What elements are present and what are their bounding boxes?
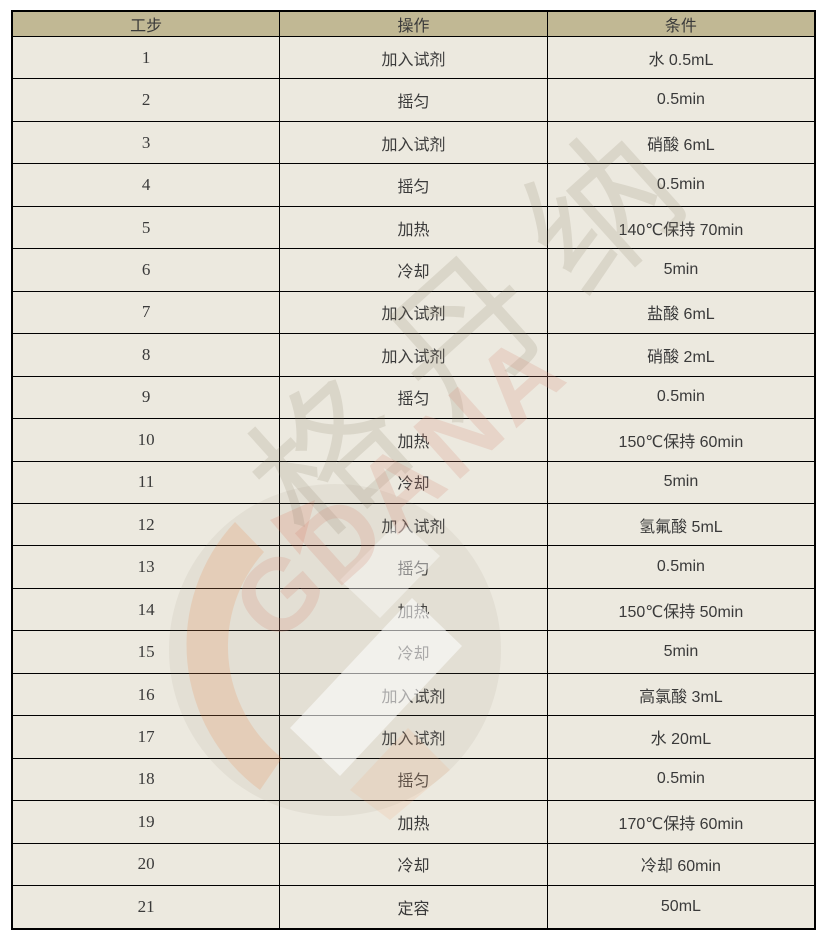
operation-cell: 加热	[279, 205, 548, 250]
condition-cell: 170℃保持 60min	[546, 800, 816, 844]
header-condition: 条件	[546, 10, 816, 37]
step-cell: 1	[11, 35, 281, 80]
condition-cell: 140℃保持 70min	[546, 205, 816, 250]
table-row: 18 摇匀 0.5min	[11, 757, 816, 802]
condition-cell: 150℃保持 60min	[546, 418, 816, 462]
step-cell: 2	[11, 78, 281, 122]
operation-cell: 加热	[279, 800, 548, 844]
operation-cell: 加入试剂	[279, 35, 548, 80]
header-row: 工步 操作 条件	[11, 10, 816, 37]
step-cell: 8	[11, 333, 281, 377]
step-cell: 17	[11, 715, 281, 759]
step-cell: 10	[11, 418, 281, 462]
table-row: 13 摇匀 0.5min	[11, 545, 816, 589]
table-row: 7 加入试剂 盐酸 6mL	[11, 290, 816, 335]
table-row: 17 加入试剂水 20mL	[11, 715, 816, 759]
table-row: 9 摇匀 0.5min	[11, 375, 816, 420]
operation-cell: 加热	[279, 418, 548, 462]
table-row: 3 加入试剂 硝酸 6mL	[11, 120, 816, 165]
step-cell: 5	[11, 205, 281, 250]
table-row: 19 加热 170℃保持 60min	[11, 800, 816, 844]
table-row: 4 摇匀 0.5min	[11, 163, 816, 207]
step-cell: 16	[11, 672, 281, 717]
operation-cell: 加入试剂	[279, 333, 548, 377]
operation-cell: 加入试剂	[279, 672, 548, 717]
step-cell: 14	[11, 587, 281, 632]
step-cell: 4	[11, 163, 281, 207]
step-cell: 7	[11, 290, 281, 335]
operation-cell: 加入试剂	[279, 502, 548, 547]
condition-cell: 氢氟酸 5mL	[546, 502, 816, 547]
operation-cell: 冷却	[279, 630, 548, 674]
operation-cell: 摇匀	[279, 78, 548, 122]
table-row: 12 加入试剂 氢氟酸 5mL	[11, 502, 816, 547]
condition-cell: 0.5min	[546, 163, 816, 207]
condition-cell: 5min	[546, 630, 816, 674]
condition-cell: 硝酸 2mL	[546, 333, 816, 377]
operation-cell: 加入试剂	[279, 120, 548, 165]
step-cell: 9	[11, 375, 281, 420]
table-row: 1 加入试剂水 0.5mL	[11, 35, 816, 80]
operation-cell: 摇匀	[279, 545, 548, 589]
header-operation: 操作	[279, 10, 548, 37]
table-row: 10 加热 150℃保持 60min	[11, 418, 816, 462]
condition-cell: 150℃保持 50min	[546, 587, 816, 632]
table-header: 工步 操作 条件	[11, 10, 816, 37]
operation-cell: 摇匀	[279, 375, 548, 420]
table-row: 2 摇匀 0.5min	[11, 78, 816, 122]
condition-cell: 盐酸 6mL	[546, 290, 816, 335]
step-cell: 19	[11, 800, 281, 844]
condition-cell: 冷却 60min	[546, 842, 816, 887]
operation-cell: 冷却	[279, 460, 548, 504]
procedure-table: 工步 操作 条件 1 加入试剂水 0.5mL 2 摇匀 0.5min 3 加入试剂 硝酸 6m…	[11, 10, 816, 930]
table-row: 8 加入试剂 硝酸 2mL	[11, 333, 816, 377]
header-step: 工步	[11, 10, 281, 37]
condition-cell: 水 20mL	[546, 715, 816, 759]
step-cell: 20	[11, 842, 281, 887]
table-row: 14 加热 150℃保持 50min	[11, 587, 816, 632]
condition-cell: 高氯酸 3mL	[546, 672, 816, 717]
operation-cell: 摇匀	[279, 757, 548, 802]
operation-cell: 加热	[279, 587, 548, 632]
condition-cell: 5min	[546, 460, 816, 504]
operation-cell: 定容	[279, 885, 548, 930]
step-cell: 6	[11, 248, 281, 292]
table-row: 11 冷却 5min	[11, 460, 816, 504]
step-cell: 18	[11, 757, 281, 802]
step-cell: 3	[11, 120, 281, 165]
condition-cell: 水 0.5mL	[546, 35, 816, 80]
table-body: 1 加入试剂水 0.5mL 2 摇匀 0.5min 3 加入试剂 硝酸 6mL 4 摇匀 0.5mi…	[11, 35, 816, 930]
table-row: 16 加入试剂 高氯酸 3mL	[11, 672, 816, 717]
table-row: 21 定容 50mL	[11, 885, 816, 930]
condition-cell: 硝酸 6mL	[546, 120, 816, 165]
step-cell: 12	[11, 502, 281, 547]
step-cell: 21	[11, 885, 281, 930]
step-cell: 13	[11, 545, 281, 589]
table-row: 20 冷却 冷却 60min	[11, 842, 816, 887]
table-row: 5 加热 140℃保持 70min	[11, 205, 816, 250]
condition-cell: 0.5min	[546, 78, 816, 122]
operation-cell: 冷却	[279, 842, 548, 887]
condition-cell: 0.5min	[546, 375, 816, 420]
table-row: 15 冷却 5min	[11, 630, 816, 674]
step-cell: 15	[11, 630, 281, 674]
condition-cell: 0.5min	[546, 545, 816, 589]
condition-cell: 0.5min	[546, 757, 816, 802]
condition-cell: 5min	[546, 248, 816, 292]
condition-cell: 50mL	[546, 885, 816, 930]
step-cell: 11	[11, 460, 281, 504]
operation-cell: 摇匀	[279, 163, 548, 207]
operation-cell: 冷却	[279, 248, 548, 292]
operation-cell: 加入试剂	[279, 290, 548, 335]
table-row: 6 冷却 5min	[11, 248, 816, 292]
operation-cell: 加入试剂	[279, 715, 548, 759]
